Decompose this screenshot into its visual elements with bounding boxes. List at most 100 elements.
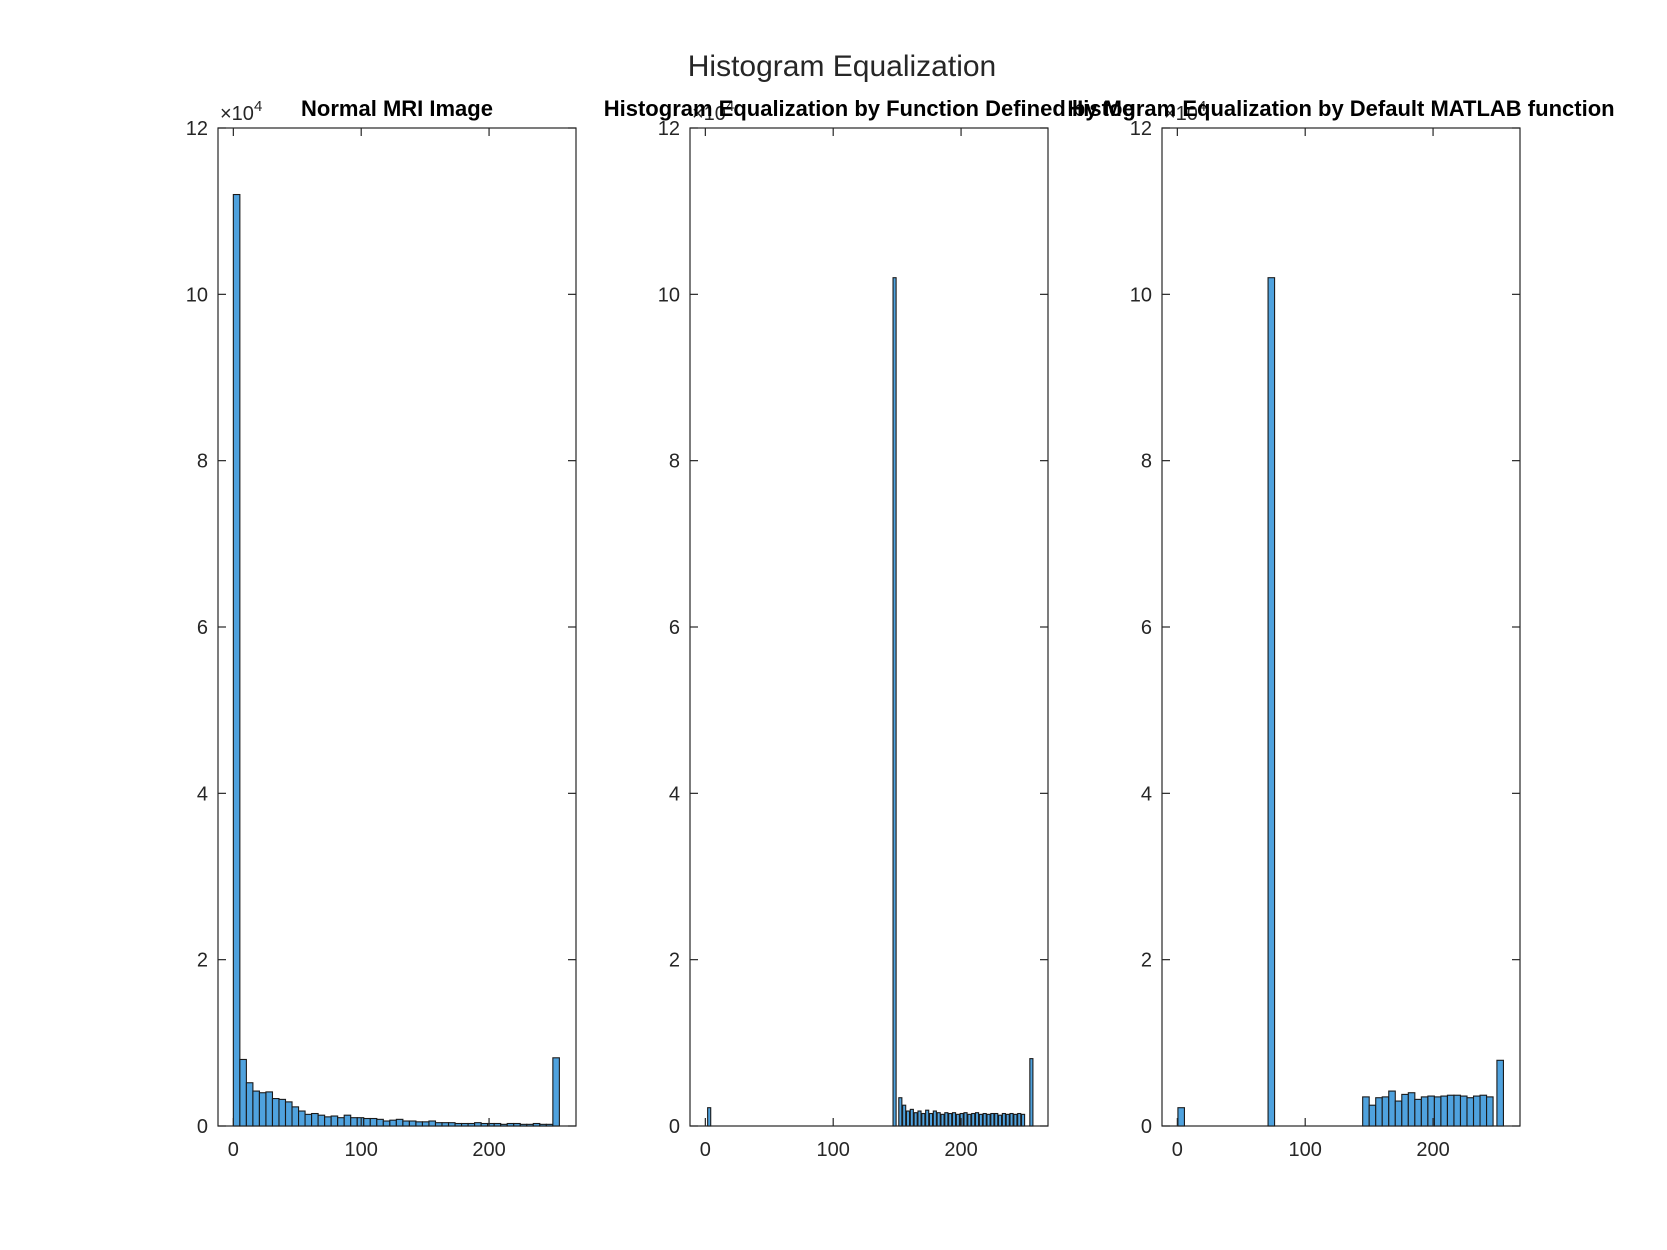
histogram-bar [1466,1097,1475,1127]
histogram-bar [434,1122,443,1127]
histogram-bar [963,1112,968,1127]
histogram-bar [1177,1107,1185,1127]
y-tick-label: 6 [1141,617,1152,639]
histogram-bar [369,1117,378,1127]
histogram-bar [997,1114,1003,1127]
histogram-bar [978,1113,983,1127]
x-tick-label: 200 [944,1139,977,1161]
histogram-bar [467,1122,476,1127]
histogram-bar [363,1117,371,1127]
histogram-bar [324,1116,332,1127]
histogram-bar [284,1101,293,1127]
figure-title: Histogram Equalization [688,50,996,83]
histogram-bar [944,1112,949,1127]
histogram-bar [1001,1112,1006,1127]
x-tick-label: 100 [1289,1139,1322,1161]
y-tick-label: 8 [1141,451,1152,473]
histogram-bar [447,1122,456,1127]
histogram-bar [382,1120,391,1127]
histogram-bar [925,1109,930,1127]
histogram-bar [1496,1059,1504,1127]
histogram-bar [1414,1098,1422,1127]
histogram-bar [239,1058,247,1127]
histogram-bar [408,1120,417,1127]
histogram-bar [252,1090,260,1127]
histogram-bar [982,1112,987,1127]
histogram-bar [1440,1095,1448,1127]
histogram-bar [1267,277,1276,1127]
y-exponent-label: ×104 [220,98,262,125]
histogram-bar [967,1113,972,1127]
y-tick-label: 2 [669,950,680,972]
y-tick-label: 12 [658,118,680,140]
histogram-bar [506,1122,515,1127]
histogram-bar [1453,1094,1462,1127]
y-tick-label: 0 [1141,1116,1152,1138]
histogram-bar [330,1115,339,1127]
histogram-bar [402,1120,410,1127]
y-tick-label: 10 [1130,284,1152,306]
histogram-bar [1433,1096,1442,1127]
histogram-bar [539,1123,547,1127]
axes-box [217,127,577,1127]
histogram-bar [959,1112,964,1127]
histogram-bar [917,1110,922,1127]
panel-title: Histogram Equalization by Default MATLAB… [1067,96,1614,121]
histogram-bar [928,1112,934,1127]
histogram-bar [1362,1096,1370,1127]
histogram-bar [532,1122,541,1127]
histogram-bar [297,1110,306,1127]
histogram-bar [291,1106,300,1127]
histogram-bar [1009,1112,1014,1127]
y-tick-label: 8 [669,451,680,473]
x-tick-label: 0 [700,1139,711,1161]
histogram-bar [552,1057,560,1127]
histogram-bar [905,1110,911,1127]
histogram-bar [500,1123,508,1127]
axes-box [689,127,1049,1127]
y-tick-label: 4 [1141,783,1152,805]
histogram-bar [311,1112,319,1127]
histogram-bar [951,1112,957,1127]
y-tick-label: 6 [669,617,680,639]
histogram-bar [454,1122,463,1127]
histogram-bar [974,1112,980,1127]
histogram-bar [936,1112,941,1127]
y-tick-label: 12 [186,118,208,140]
histogram-bar [913,1112,918,1127]
histogram-bar [986,1113,991,1127]
y-tick-label: 12 [1130,118,1152,140]
y-tick-label: 2 [1141,950,1152,972]
histogram-bar [265,1091,274,1127]
y-exponent-label: ×104 [692,98,734,125]
x-tick-label: 0 [228,1139,239,1161]
histogram-panel-1: 0 100 200 0 2 4 6 8 10 12 ×104 Normal MRI Image [186,96,577,1161]
histogram-bar [513,1122,521,1127]
histogram-bar [304,1113,313,1127]
histogram-bar [1005,1113,1010,1127]
y-tick-label: 10 [658,284,680,306]
x-tick-label: 100 [345,1139,378,1161]
histogram-bar [441,1122,450,1127]
histogram-bar [350,1117,358,1127]
histogram-bar [258,1092,267,1127]
histogram-bar [245,1082,254,1127]
histogram-bar [337,1117,345,1127]
y-tick-label: 4 [197,783,208,805]
histogram-bar [415,1121,423,1127]
histogram-bar [707,1107,712,1127]
histogram-bar [1020,1113,1026,1127]
histogram-bar [271,1098,280,1127]
histogram-bar [461,1122,469,1127]
histogram-bar [519,1123,528,1127]
histogram-bar [356,1117,365,1127]
histogram-bar [1375,1097,1383,1127]
histogram-bar [921,1112,926,1127]
y-tick-label: 8 [197,451,208,473]
histogram-bar [232,193,241,1127]
histogram-bar [948,1112,953,1127]
histogram-bar [343,1114,352,1127]
histogram-bar [1017,1112,1022,1127]
